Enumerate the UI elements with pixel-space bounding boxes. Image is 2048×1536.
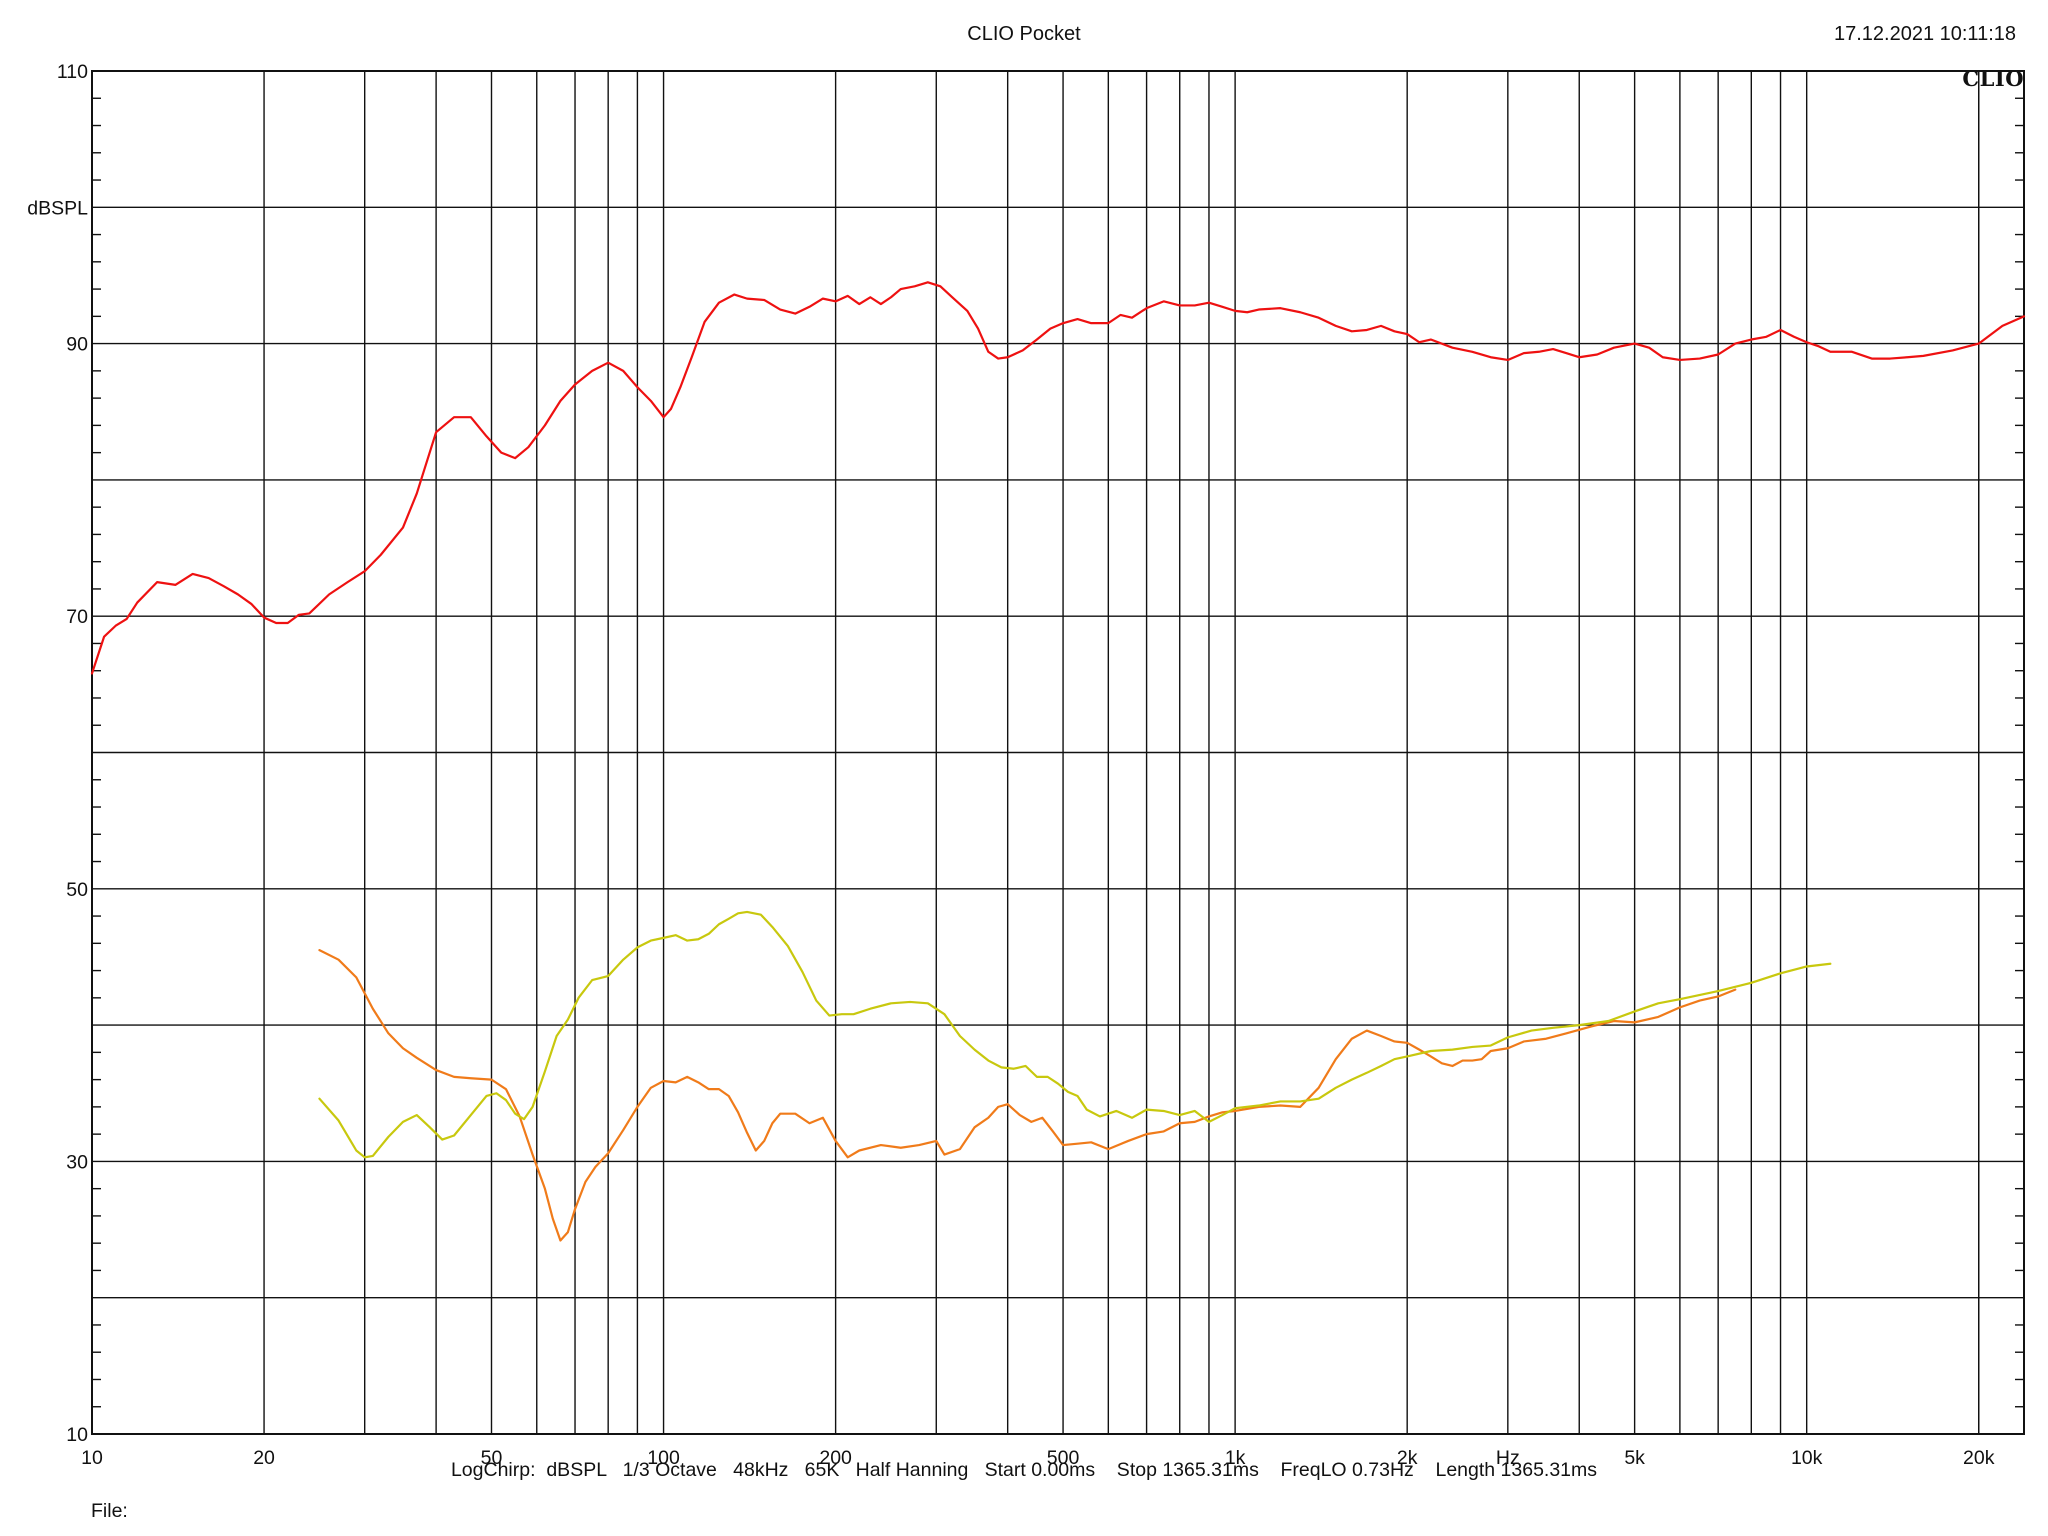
file-label: File: [91,1500,128,1522]
x-tick-label: 500 [1047,1447,1080,1469]
x-tick-label: 200 [819,1447,852,1469]
x-tick-label: 10 [81,1447,103,1469]
y-tick-label: 110 [57,61,88,83]
series-line-2 [318,949,1737,1242]
chart-title: CLIO Pocket [967,23,1081,45]
x-tick-label: 1k [1225,1447,1246,1469]
y-tick-label: 10 [66,1424,88,1446]
x-tick-label: 5k [1624,1447,1645,1469]
y-tick-label: 70 [66,606,88,628]
x-tick-label: 20 [253,1447,275,1469]
series-line-1 [90,281,2026,675]
measurement-settings: LogChirp: dBSPL 1/3 Octave 48kHz 65K Hal… [450,1459,1598,1481]
series-line-3 [318,910,1832,1159]
measurement-timestamp: 17.12.2021 10:11:18 [1833,23,2016,45]
y-tick-label: 50 [66,879,88,901]
y-tick-label: 30 [66,1151,88,1173]
plot-frame [91,70,2025,1435]
y-tick-label: 90 [66,334,88,356]
x-tick-label: 20k [1963,1447,1995,1469]
x-tick-label: 50 [481,1447,503,1469]
y-axis-label: dBSPL [27,197,88,219]
x-tick-label: 2k [1397,1447,1418,1469]
x-tick-label: 100 [647,1447,680,1469]
x-axis-label: Hz [1496,1447,1520,1469]
x-tick-label: 10k [1791,1447,1823,1469]
